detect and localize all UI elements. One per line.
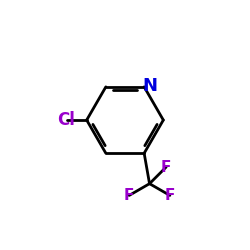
Text: Cl: Cl: [57, 111, 74, 129]
Text: F: F: [161, 160, 171, 174]
Text: F: F: [165, 188, 175, 203]
Text: N: N: [142, 77, 157, 95]
Text: F: F: [124, 188, 134, 203]
